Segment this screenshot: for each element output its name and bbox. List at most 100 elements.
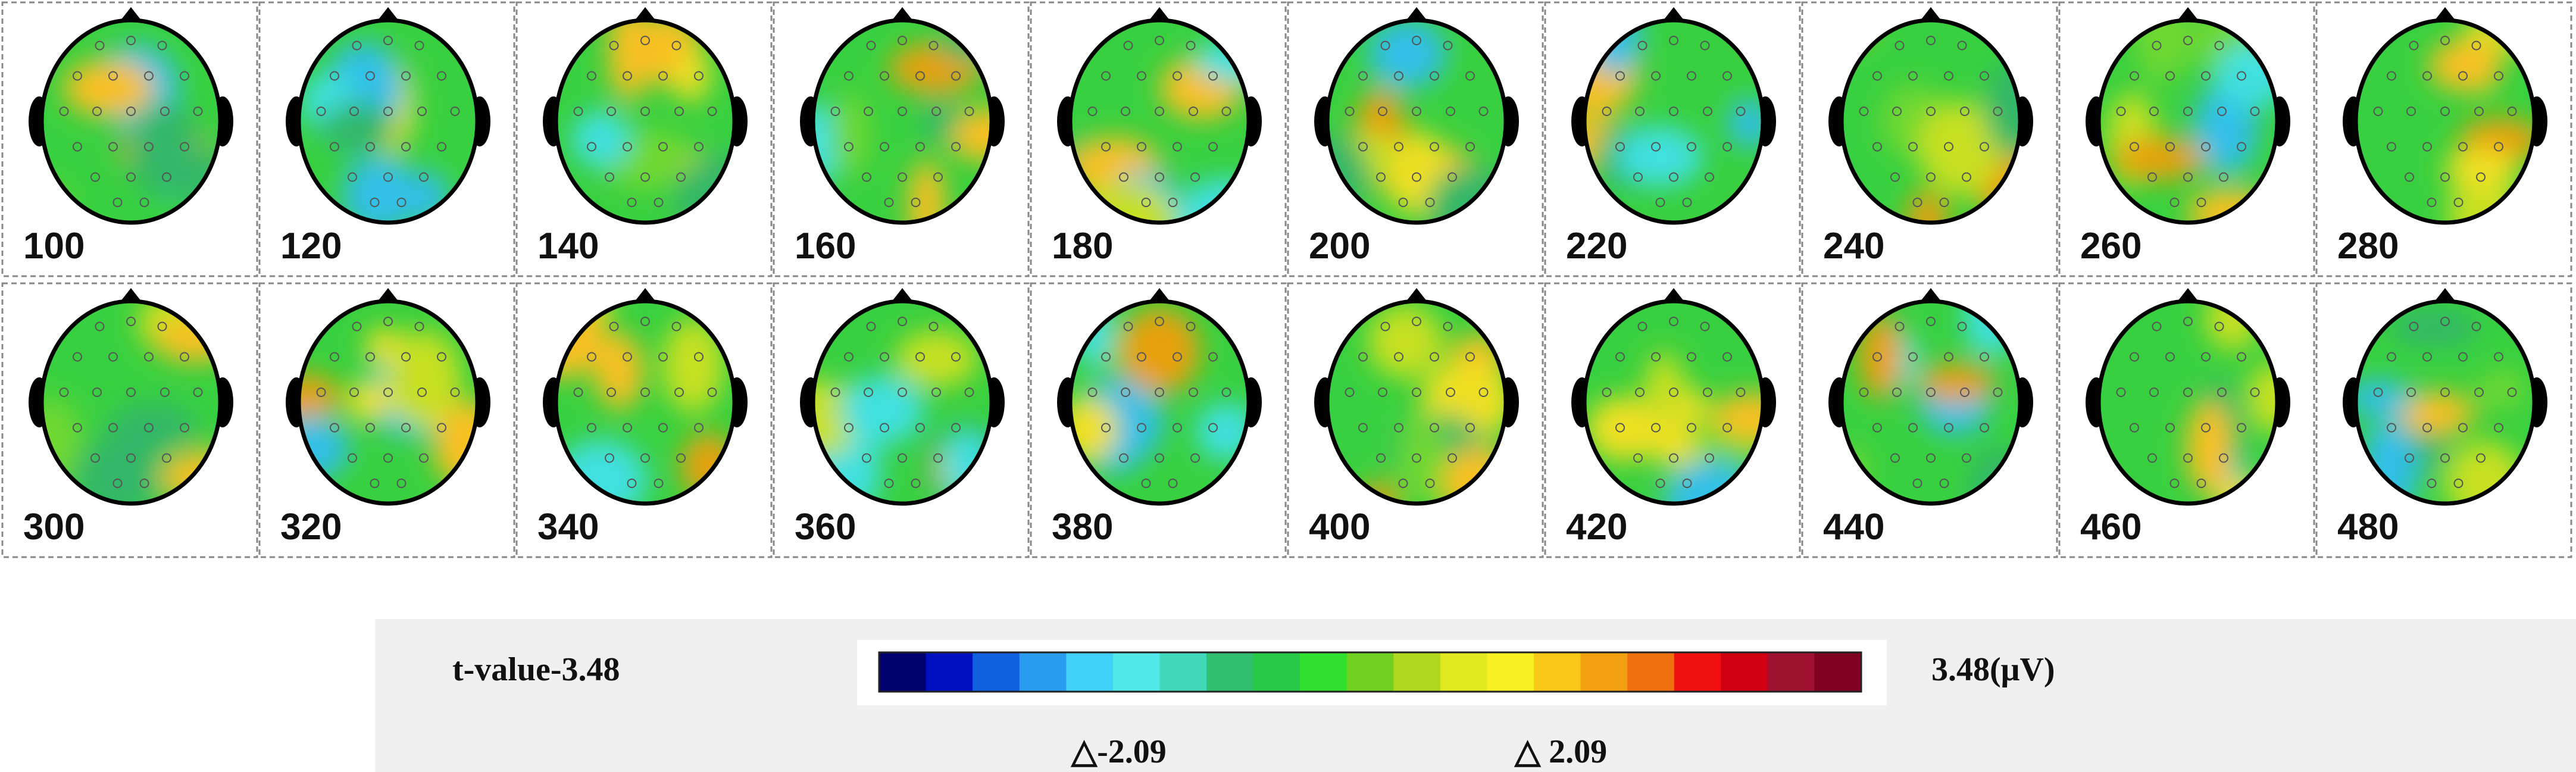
electrode — [90, 453, 100, 463]
electrode — [126, 172, 136, 182]
topomap-panel: 120 — [258, 1, 515, 277]
latency-label: 160 — [795, 226, 856, 267]
electrode — [658, 71, 668, 81]
electrode — [352, 321, 362, 332]
electrode — [1908, 142, 1918, 152]
topomap-panel: 320 — [258, 282, 515, 558]
electrode — [880, 142, 889, 152]
colorbar-outline — [878, 651, 1862, 693]
electrode — [330, 423, 339, 433]
electrode — [880, 352, 889, 362]
electrode — [160, 107, 170, 116]
electrode — [1944, 423, 1953, 433]
topomap-blob — [2396, 391, 2475, 435]
electrode — [1892, 387, 1902, 397]
electrode — [144, 142, 154, 152]
electrode — [864, 107, 873, 116]
electrode — [1705, 172, 1714, 182]
electrode — [396, 479, 407, 488]
electrode — [1380, 40, 1390, 51]
electrode — [862, 172, 871, 182]
electrode — [674, 107, 684, 116]
topomap-panel: 220 — [1544, 1, 1801, 277]
electrode — [2196, 479, 2206, 488]
electrode — [1682, 479, 1692, 488]
electrode — [1736, 387, 1746, 397]
electrode — [1412, 317, 1421, 326]
electrode — [1655, 198, 1665, 207]
topomap-blob — [2443, 147, 2519, 190]
electrode — [1602, 387, 1612, 397]
electrode — [2440, 317, 2450, 326]
electrode — [419, 172, 429, 182]
topomap-blob — [346, 381, 390, 421]
electrode — [2250, 107, 2260, 116]
electrode — [1669, 172, 1678, 182]
electrode — [2219, 453, 2228, 463]
electrode — [1101, 142, 1111, 152]
electrode — [370, 198, 380, 207]
electrode — [1137, 352, 1146, 362]
electrode — [1190, 172, 1200, 182]
electrode — [2405, 172, 2414, 182]
electrode — [1651, 142, 1661, 152]
topomap-blob — [1587, 396, 1660, 461]
electrode — [126, 387, 136, 397]
topomap-panel: 440 — [1801, 282, 2058, 558]
topomap-blob — [320, 102, 396, 154]
colorbar-marker: △-2.09 — [1070, 733, 1167, 770]
colorbar-min-label: t-value-3.48 — [452, 651, 620, 688]
colorbar-swatch — [1346, 652, 1394, 692]
electrode — [383, 36, 393, 45]
topomap — [2356, 301, 2534, 504]
topomap — [556, 20, 734, 223]
electrode — [1633, 172, 1643, 182]
electrode — [1635, 107, 1645, 116]
electrode — [365, 352, 375, 362]
head-outline — [296, 299, 480, 506]
topomap-panel: 360 — [773, 282, 1030, 558]
electrode — [951, 352, 961, 362]
electrode — [396, 198, 407, 207]
electrode — [587, 142, 596, 152]
electrode — [1123, 40, 1133, 51]
colorbar-swatch — [973, 652, 1020, 692]
head-outline — [1582, 299, 1765, 506]
electrode — [1121, 107, 1130, 116]
electrode — [370, 479, 380, 488]
electrode — [1398, 198, 1408, 207]
electrode — [1208, 142, 1218, 152]
electrode — [1722, 71, 1732, 81]
head-outline — [2096, 299, 2280, 506]
electrode — [1722, 423, 1732, 433]
electrode — [694, 352, 704, 362]
electrode — [1101, 352, 1111, 362]
topomap-blob — [813, 379, 862, 457]
electrode — [627, 198, 637, 207]
topomap-panel: 240 — [1801, 1, 2058, 277]
electrode — [2440, 453, 2450, 463]
topomap-blob — [2428, 39, 2502, 92]
electrode — [2237, 423, 2246, 433]
electrode — [1926, 172, 1936, 182]
electrode — [866, 40, 876, 51]
latency-label: 320 — [280, 507, 342, 548]
electrode — [951, 142, 961, 152]
electrode — [92, 107, 102, 116]
electrode — [915, 423, 925, 433]
electrode — [2201, 423, 2211, 433]
electrode — [1394, 423, 1403, 433]
electrode — [1944, 352, 1953, 362]
electrode — [1221, 107, 1231, 116]
electrode — [2214, 40, 2224, 51]
head-outline — [1325, 18, 1508, 225]
latency-label: 260 — [2080, 226, 2142, 267]
electrode — [1705, 453, 1714, 463]
electrode — [2130, 142, 2139, 152]
electrode — [1394, 142, 1403, 152]
electrode — [1926, 107, 1936, 116]
electrode — [437, 423, 446, 433]
colorbar-swatch — [879, 652, 927, 692]
electrode — [1412, 36, 1421, 45]
electrode — [2183, 107, 2193, 116]
